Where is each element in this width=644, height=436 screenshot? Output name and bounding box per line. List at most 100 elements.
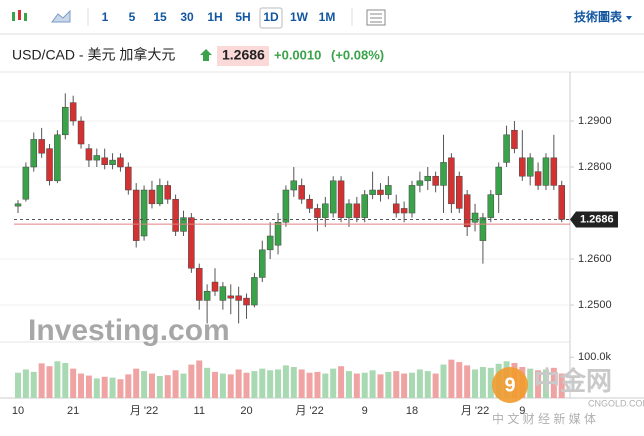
volume-bar (109, 377, 116, 398)
interval-button[interactable]: 15 (153, 10, 167, 24)
interval-button[interactable]: 30 (180, 10, 194, 24)
volume-bar (550, 367, 557, 398)
volume-bar (133, 368, 140, 398)
volume-bar (15, 372, 21, 398)
x-tick-label: 月 '22 (461, 405, 489, 417)
candle-body (337, 180, 345, 218)
candle-body (511, 129, 518, 149)
volume-bar (38, 363, 45, 398)
candle-icon[interactable] (12, 10, 27, 21)
x-tick-label: 10 (12, 405, 24, 417)
volume-bar (30, 371, 37, 398)
logo-site: CNGOLD.COM (588, 398, 644, 408)
volume-bar (180, 373, 187, 398)
volume-bar (117, 379, 124, 398)
x-tick-label: 21 (67, 405, 79, 417)
change: +0.0010 (274, 47, 321, 62)
interval-button[interactable]: 5 (129, 10, 136, 24)
candle-body (416, 180, 424, 186)
candle-body (85, 148, 93, 161)
price-marker (570, 211, 618, 228)
candle-body (495, 166, 502, 195)
candle-body (353, 203, 361, 218)
candle-body (140, 189, 148, 237)
candle-body (62, 106, 69, 136)
candle-body (266, 235, 274, 251)
interval-button[interactable]: 1 (102, 10, 109, 24)
candle-body (385, 185, 392, 195)
candle-body (188, 217, 195, 269)
candle-body (101, 157, 108, 165)
interval-button[interactable]: 5H (235, 10, 250, 24)
candle-body (132, 189, 140, 241)
instrument-title: USD/CAD - 美元 加拿大元 (12, 47, 175, 63)
volume-bar (275, 369, 282, 398)
interval-button[interactable]: 1D (263, 10, 279, 24)
candle-body (156, 185, 164, 205)
volume-bar (46, 366, 53, 398)
volume-bar (219, 373, 226, 398)
candle-body (558, 185, 565, 220)
volume-bar (535, 370, 542, 398)
logo-tagline: 中 文 财 经 新 媒 体 (492, 411, 596, 426)
logo-name: 中金网 (534, 366, 612, 396)
volume-bar (141, 371, 148, 398)
chart-link[interactable]: 技術圖表 (574, 9, 623, 24)
candle-body (400, 208, 408, 214)
price-highlight (217, 46, 269, 66)
candle-body (117, 157, 124, 168)
volume-bar (464, 365, 471, 398)
candle-body (345, 203, 353, 218)
volume-bar (70, 368, 77, 398)
x-tick-label: 9 (519, 405, 525, 417)
interval-button[interactable]: 1M (319, 10, 336, 24)
candle-body (329, 180, 337, 214)
y-tick-label: 1.2900 (578, 115, 612, 127)
candle-body (203, 290, 211, 301)
table-icon[interactable] (366, 9, 386, 26)
header: USD/CAD - 美元 加拿大元 1.2686 +0.0010 (+0.08%… (12, 46, 384, 66)
candle-body (211, 281, 219, 292)
volume-bar (314, 371, 321, 398)
volume-tick-label: 100.0k (578, 351, 612, 363)
candle-body (456, 175, 463, 209)
candle-body (392, 203, 400, 214)
toolbar: 技術圖表 (0, 7, 644, 35)
candle-body (424, 175, 432, 182)
area-icon[interactable] (51, 9, 71, 23)
candle-body (542, 157, 550, 186)
volume-bar (290, 367, 297, 398)
candle-body (46, 148, 53, 182)
x-tick-label: 月 '22 (295, 405, 323, 417)
volume-bar (424, 371, 431, 398)
volume-bar (85, 375, 92, 398)
volume-bar (487, 367, 494, 398)
candle-body (306, 198, 313, 209)
candle-body (195, 267, 203, 301)
price: 1.2686 (222, 47, 265, 63)
candle-body (448, 157, 455, 205)
interval-button[interactable]: 1H (207, 10, 222, 24)
volume-bar (448, 359, 455, 398)
candle-body (69, 102, 77, 122)
candle-body (54, 134, 61, 182)
candle-body (14, 203, 22, 207)
candle-body (463, 194, 471, 228)
candle-body (314, 208, 321, 218)
candle-body (93, 155, 101, 161)
volume-bar (259, 368, 266, 398)
dropdown-arrow (626, 16, 632, 20)
volume-bar (472, 369, 479, 398)
candle-body (172, 198, 179, 232)
active-box (259, 7, 283, 29)
candle-body (471, 212, 479, 223)
volume-bar (440, 364, 447, 398)
last-price-label: 1.2686 (580, 213, 614, 225)
candle-body (282, 189, 290, 223)
candle-body (109, 159, 116, 165)
interval-button[interactable]: 1W (290, 10, 309, 24)
candle-body (369, 189, 376, 195)
volume-bar (172, 370, 179, 398)
candle-body (298, 185, 305, 200)
volume-bar (188, 364, 195, 398)
